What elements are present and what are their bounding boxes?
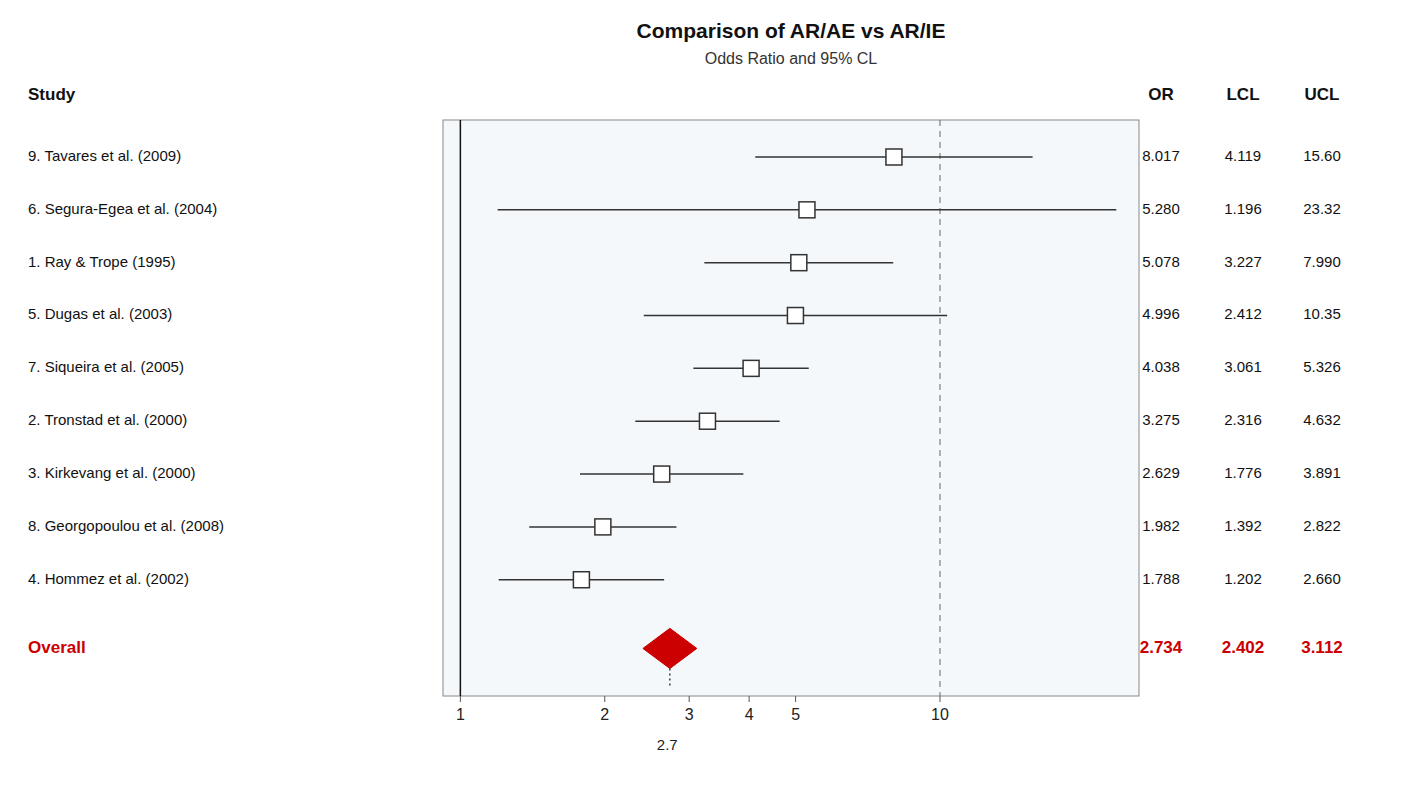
overall-dotted-line xyxy=(669,669,670,689)
value-label: 1.776 xyxy=(1224,464,1262,481)
x-tick-label: 1 xyxy=(456,706,465,723)
study-label: 7. Siqueira et al. (2005) xyxy=(28,358,184,375)
value-label: 15.60 xyxy=(1303,147,1341,164)
value-label: 3.061 xyxy=(1224,358,1262,375)
value-label: 2.412 xyxy=(1224,305,1262,322)
subtitle: Odds Ratio and 95% CL xyxy=(705,50,878,67)
study-label: 4. Hommez et al. (2002) xyxy=(28,570,189,587)
column-header: OR xyxy=(1148,85,1174,104)
value-label: 3.891 xyxy=(1303,464,1341,481)
column-header: UCL xyxy=(1305,85,1340,104)
study-label: 8. Georgopoulou et al. (2008) xyxy=(28,517,224,534)
chart: Comparison of AR/AE vs AR/IE Odds Ratio a… xyxy=(0,0,1406,800)
or-box xyxy=(787,308,803,324)
value-label: 5.078 xyxy=(1142,253,1180,270)
value-label: 3.227 xyxy=(1224,253,1262,270)
x-tick xyxy=(939,696,940,702)
study-label: 3. Kirkevang et al. (2000) xyxy=(28,464,196,481)
or-box xyxy=(595,519,611,535)
or-box xyxy=(573,572,589,588)
value-label: 5.326 xyxy=(1303,358,1341,375)
x-tick-label: 3 xyxy=(685,706,694,723)
value-label: 1.788 xyxy=(1142,570,1180,587)
or-box xyxy=(799,202,815,218)
annotation: 2.7 xyxy=(657,736,678,753)
value-label: 1.196 xyxy=(1224,200,1262,217)
or-box xyxy=(743,360,759,376)
study-label: 5. Dugas et al. (2003) xyxy=(28,305,172,322)
study-label: 1. Ray & Trope (1995) xyxy=(28,253,176,270)
overall-label: Overall xyxy=(28,638,86,657)
overall-value-label: 2.402 xyxy=(1222,638,1265,657)
value-label: 2.660 xyxy=(1303,570,1341,587)
plot-frame xyxy=(443,120,1139,696)
study-label: 9. Tavares et al. (2009) xyxy=(28,147,181,164)
study-header: Study xyxy=(28,85,76,104)
plot-area xyxy=(460,120,1116,696)
x-tick xyxy=(460,696,461,702)
study-label: 6. Segura-Egea et al. (2004) xyxy=(28,200,217,217)
overall-value-label: 2.734 xyxy=(1140,638,1183,657)
overall-value-label: 3.112 xyxy=(1301,638,1343,657)
x-tick-label: 10 xyxy=(931,706,949,723)
x-tick-label: 2 xyxy=(600,706,609,723)
x-tick xyxy=(795,696,796,702)
value-label: 3.275 xyxy=(1142,411,1180,428)
column-header: LCL xyxy=(1226,85,1259,104)
value-label: 2.822 xyxy=(1303,517,1341,534)
or-box xyxy=(791,255,807,271)
reference-line xyxy=(460,120,462,696)
study-label: 2. Tronstad et al. (2000) xyxy=(28,411,187,428)
value-label: 10.35 xyxy=(1303,305,1341,322)
reference-line xyxy=(939,120,940,696)
value-label: 8.017 xyxy=(1142,147,1180,164)
x-tick xyxy=(604,696,605,702)
value-label: 1.982 xyxy=(1142,517,1180,534)
or-box xyxy=(699,413,715,429)
value-label: 7.990 xyxy=(1303,253,1341,270)
overall-diamond xyxy=(643,628,697,668)
x-tick-label: 4 xyxy=(745,706,754,723)
value-label: 4.038 xyxy=(1142,358,1180,375)
title: Comparison of AR/AE vs AR/IE xyxy=(637,19,946,42)
value-label: 4.996 xyxy=(1142,305,1180,322)
value-label: 1.202 xyxy=(1224,570,1262,587)
value-label: 2.629 xyxy=(1142,464,1180,481)
x-tick xyxy=(749,696,750,702)
value-label: 23.32 xyxy=(1303,200,1341,217)
or-box xyxy=(886,149,902,165)
value-label: 4.632 xyxy=(1303,411,1341,428)
x-tick xyxy=(689,696,690,702)
value-label: 5.280 xyxy=(1142,200,1180,217)
value-label: 4.119 xyxy=(1225,147,1261,164)
page: {"chart_data": { "type": "forest", "titl… xyxy=(0,0,1406,800)
x-tick-label: 5 xyxy=(791,706,800,723)
value-label: 2.316 xyxy=(1224,411,1262,428)
or-box xyxy=(654,466,670,482)
value-label: 1.392 xyxy=(1224,517,1262,534)
